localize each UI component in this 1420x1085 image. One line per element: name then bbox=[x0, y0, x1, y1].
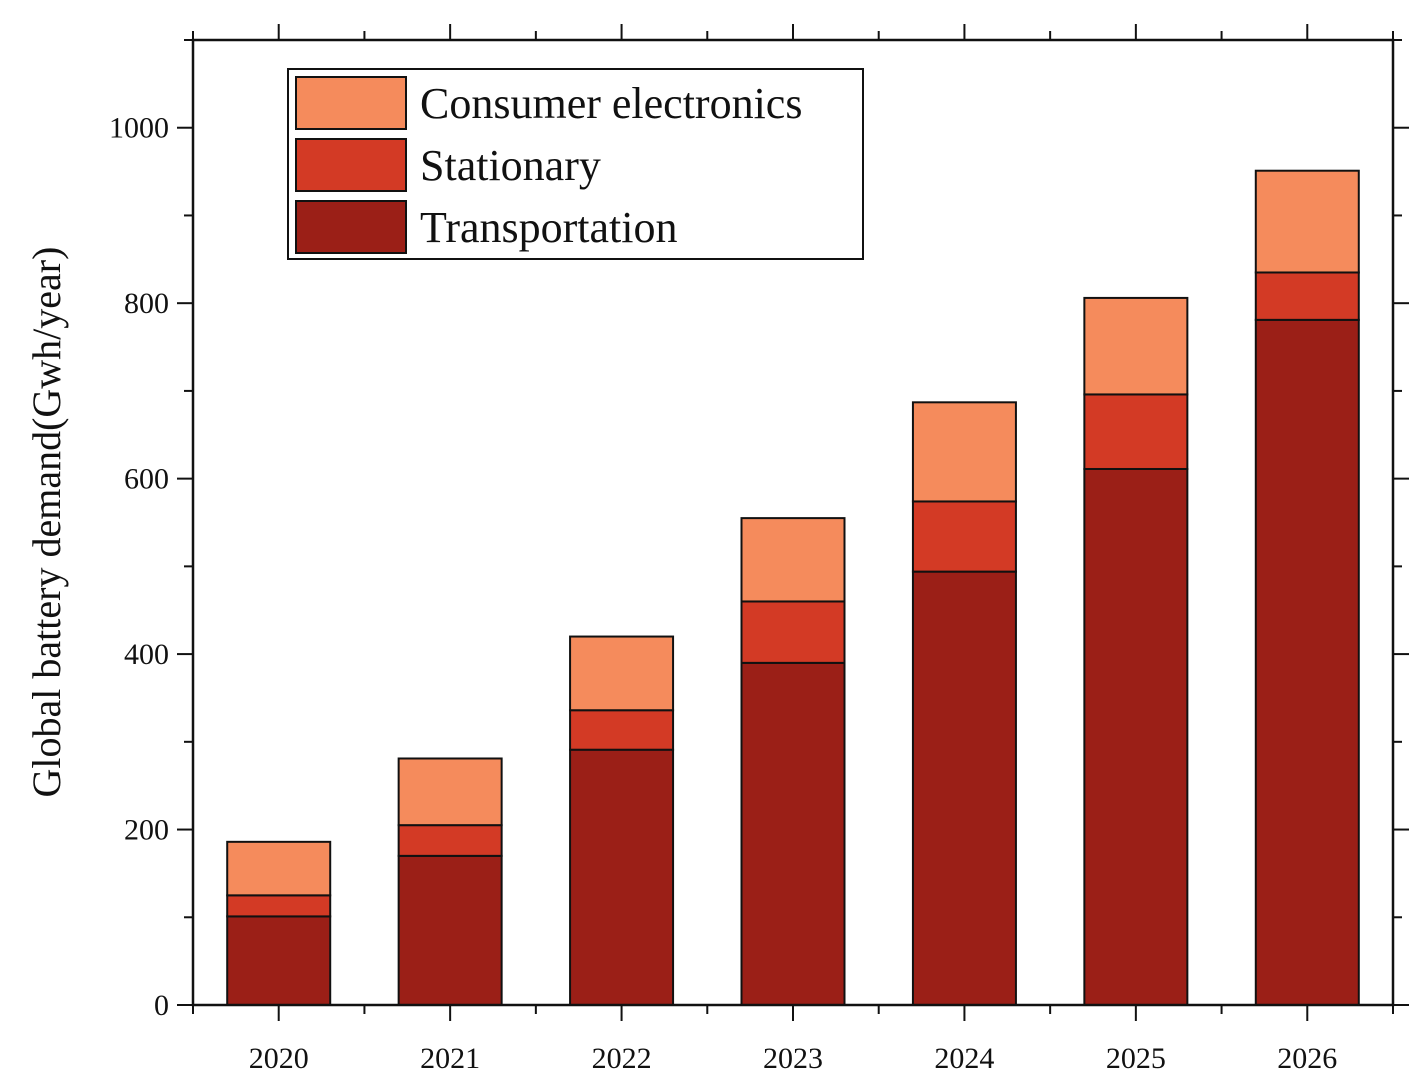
bar-stationary-2021 bbox=[397, 824, 503, 857]
bar-consumer-electronics-2023 bbox=[740, 517, 846, 603]
bar-stationary-2026 bbox=[1254, 271, 1360, 321]
bar-consumer-electronics-2020 bbox=[226, 840, 332, 897]
legend-label-consumer-electronics: Consumer electronics bbox=[420, 79, 802, 128]
x-tick-label-2025: 2025 bbox=[1106, 1042, 1166, 1075]
y-tick-label-1000: 1000 bbox=[109, 112, 169, 145]
y-tick-label-0: 0 bbox=[154, 989, 169, 1022]
legend-label-transportation: Transportation bbox=[420, 203, 678, 252]
bar-stationary-2025 bbox=[1083, 393, 1189, 470]
bar-stationary-2022 bbox=[569, 709, 675, 751]
bar-consumer-electronics-2021 bbox=[397, 757, 503, 827]
y-tick-label-400: 400 bbox=[124, 638, 169, 671]
x-tick-label-2021: 2021 bbox=[420, 1042, 480, 1075]
bar-transportation-2026 bbox=[1254, 318, 1360, 1007]
bar-stationary-2020 bbox=[226, 894, 332, 918]
y-axis-title: Global battery demand(Gwh/year) bbox=[24, 247, 69, 798]
bar-consumer-electronics-2022 bbox=[569, 635, 675, 712]
bar-stationary-2023 bbox=[740, 600, 846, 664]
bars-layer bbox=[226, 169, 1360, 1007]
bar-transportation-2025 bbox=[1083, 467, 1189, 1006]
legend-label-stationary: Stationary bbox=[420, 141, 601, 190]
y-tick-label-600: 600 bbox=[124, 463, 169, 496]
legend-swatch-consumer-electronics bbox=[295, 76, 407, 130]
bar-consumer-electronics-2024 bbox=[911, 401, 1017, 503]
bar-transportation-2020 bbox=[226, 915, 332, 1006]
bar-consumer-electronics-2026 bbox=[1254, 169, 1360, 274]
bar-stationary-2024 bbox=[911, 500, 1017, 573]
x-tick-label-2024: 2024 bbox=[934, 1042, 994, 1075]
legend: Consumer electronics Stationary Transpor… bbox=[287, 68, 864, 260]
bar-transportation-2021 bbox=[397, 854, 503, 1007]
bar-transportation-2024 bbox=[911, 570, 1017, 1006]
x-tick-label-2023: 2023 bbox=[763, 1042, 823, 1075]
x-tick-label-2022: 2022 bbox=[592, 1042, 652, 1075]
bar-transportation-2023 bbox=[740, 661, 846, 1006]
y-tick-label-200: 200 bbox=[124, 814, 169, 847]
x-tick-label-2026: 2026 bbox=[1277, 1042, 1337, 1075]
axes-layer: 2020 2021 2022 2023 2024 2025 2026 0 200 400 600 80… bbox=[109, 24, 1409, 1075]
x-tick-label-2020: 2020 bbox=[249, 1042, 309, 1075]
bar-transportation-2022 bbox=[569, 748, 675, 1006]
legend-swatch-transportation bbox=[295, 200, 407, 254]
y-tick-label-800: 800 bbox=[124, 287, 169, 320]
bar-consumer-electronics-2025 bbox=[1083, 296, 1189, 396]
legend-swatch-stationary bbox=[295, 138, 407, 192]
